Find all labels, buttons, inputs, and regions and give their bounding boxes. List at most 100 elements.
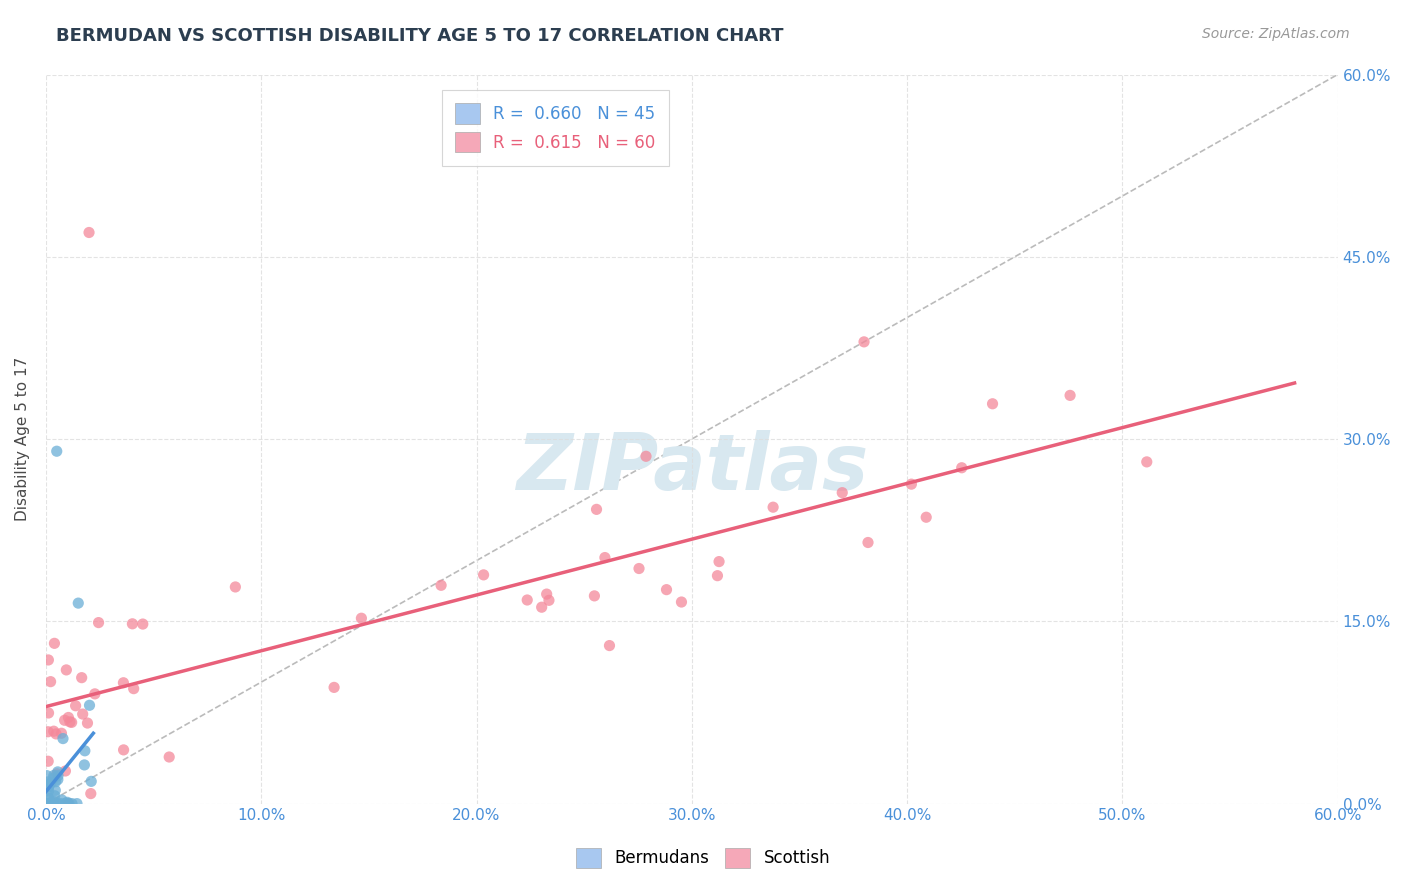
Point (39, 797, 62, 811)
Point (83, 687, 105, 701)
Point (132, 617, 155, 632)
Point (37, 780, 59, 794)
Point (37, 779, 59, 793)
Point (77, 226, 100, 240)
Point (900, 477, 922, 491)
Point (55, 764, 77, 778)
Point (73, 758, 96, 772)
Point (46, 797, 69, 811)
Point (65, 698, 87, 713)
Point (350, 611, 373, 625)
Point (58, 797, 80, 811)
Point (323, 681, 346, 695)
Point (45, 727, 67, 741)
Point (38, 778, 60, 792)
Point (37, 779, 59, 793)
Point (66, 797, 89, 811)
Point (634, 450, 657, 464)
Point (42, 794, 65, 808)
Point (39, 796, 62, 810)
Point (224, 580, 246, 594)
Point (112, 675, 135, 690)
Point (37, 797, 59, 811)
Point (51, 793, 73, 807)
Point (831, 485, 853, 500)
Point (706, 568, 728, 582)
Point (655, 582, 678, 597)
Point (627, 561, 650, 575)
Point (157, 750, 180, 764)
Point (41, 797, 63, 811)
Point (1059, 388, 1081, 402)
Point (35, 797, 58, 811)
Point (59, 714, 82, 729)
Point (38, 797, 60, 811)
Point (981, 397, 1004, 411)
Point (585, 502, 607, 516)
Point (67, 596, 90, 610)
Point (37, 653, 59, 667)
Point (39, 674, 62, 689)
Text: BERMUDAN VS SCOTTISH DISABILITY AGE 5 TO 17 CORRELATION CHART: BERMUDAN VS SCOTTISH DISABILITY AGE 5 TO… (56, 27, 783, 45)
Point (593, 550, 616, 565)
Point (45, 444, 67, 458)
Point (853, 334, 876, 349)
Y-axis label: Disability Age 5 to 17: Disability Age 5 to 17 (15, 357, 30, 521)
Point (72, 707, 94, 722)
Point (598, 639, 620, 653)
Point (35, 797, 58, 811)
Point (516, 593, 538, 607)
Point (37, 724, 59, 739)
Point (70, 671, 93, 685)
Point (73, 744, 96, 758)
Point (55, 796, 77, 810)
Point (44, 789, 66, 803)
Point (762, 500, 785, 515)
Point (41, 797, 63, 811)
Point (55, 663, 77, 677)
Point (46, 766, 69, 780)
Point (53, 713, 76, 727)
Point (38, 706, 60, 720)
Point (537, 593, 560, 607)
Point (39, 797, 62, 811)
Point (707, 555, 730, 569)
Point (80, 774, 103, 789)
Point (39, 776, 62, 790)
Point (122, 681, 145, 696)
Point (60, 715, 83, 730)
Point (530, 600, 553, 615)
Point (430, 578, 453, 592)
Point (45, 774, 67, 789)
Point (583, 589, 606, 603)
Point (35, 797, 58, 811)
Point (38, 784, 60, 798)
Point (58, 710, 80, 724)
Point (915, 510, 938, 524)
Point (38, 791, 60, 805)
Point (58, 797, 80, 811)
Point (49, 797, 72, 811)
Legend: R =  0.660   N = 45, R =  0.615   N = 60: R = 0.660 N = 45, R = 0.615 N = 60 (441, 90, 669, 166)
Point (35, 769, 58, 783)
Point (46, 764, 69, 779)
Point (856, 535, 879, 549)
Legend: Bermudans, Scottish: Bermudans, Scottish (569, 841, 837, 875)
Point (60, 797, 83, 811)
Point (950, 460, 973, 475)
Point (37, 775, 59, 789)
Point (51, 726, 73, 740)
Point (1136, 455, 1159, 469)
Point (46, 772, 69, 787)
Point (112, 743, 135, 757)
Point (87, 615, 110, 630)
Point (44, 636, 66, 650)
Point (42, 772, 65, 786)
Point (37, 754, 59, 768)
Point (56, 795, 79, 809)
Point (37, 790, 59, 805)
Point (472, 567, 495, 582)
Point (80, 787, 103, 801)
Point (46, 769, 69, 783)
Point (42, 768, 65, 782)
